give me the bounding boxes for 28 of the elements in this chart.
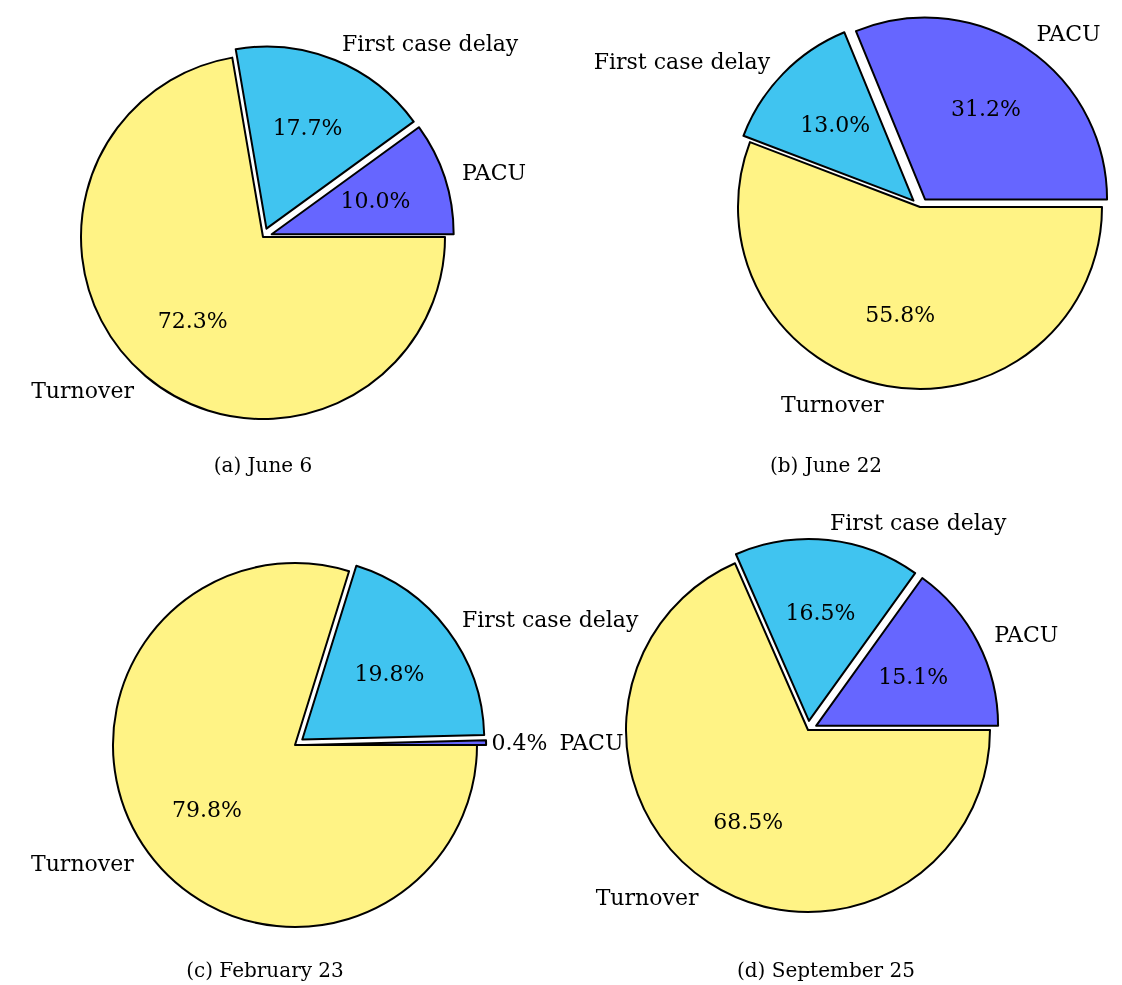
slice-label: Turnover [595,885,699,911]
slice-label: First case delay [829,509,1007,535]
data-label: 79.8% [172,797,243,823]
data-label: 16.5% [785,600,856,626]
slice-label: First case delay [341,30,519,56]
slice-label: Turnover [780,391,885,417]
slice-label: PACU [1036,20,1101,46]
text: (a) June 6 [213,453,313,477]
slice-label: PACU [994,622,1059,648]
data-label: 17.7% [272,115,343,141]
text: (d) September 25 [737,958,915,982]
slice-label: PACU [559,730,624,756]
data-label: 31.2% [950,96,1021,122]
text: (c) February 23 [186,958,344,982]
data-label: 0.4% [491,730,548,756]
data-label: 13.0% [800,112,871,138]
slice-label: First case delay [461,606,639,632]
slice-label: Turnover [31,377,135,403]
data-label: 68.5% [713,809,784,835]
slice-label: First case delay [593,48,771,74]
slice-label: PACU [462,160,527,186]
data-label: 15.1% [878,663,949,689]
data-label: 72.3% [157,308,228,334]
slice-label: Turnover [31,851,135,877]
data-label: 55.8% [865,302,936,328]
data-label: 10.0% [340,188,411,214]
text: (b) June 22 [769,453,883,477]
data-label: 19.8% [354,661,425,687]
